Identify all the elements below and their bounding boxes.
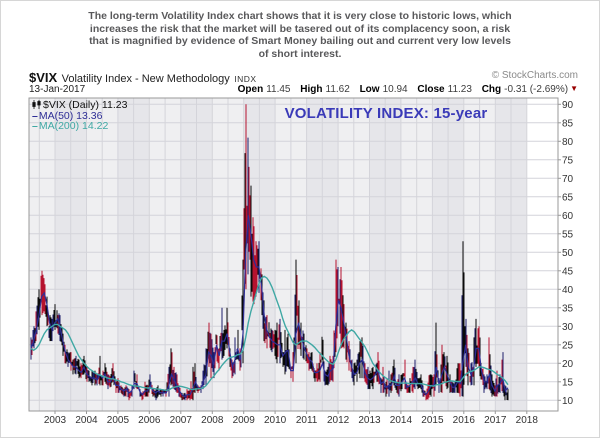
candlestick-icon (32, 99, 41, 112)
legend-ma200-label: MA(200) 14.22 (38, 120, 109, 132)
svg-text:35: 35 (562, 303, 574, 314)
svg-text:50: 50 (562, 248, 574, 259)
svg-text:2011: 2011 (296, 415, 318, 426)
svg-text:2017: 2017 (484, 415, 507, 426)
annotation-line: increases the risk that the market will … (89, 22, 511, 35)
svg-text:70: 70 (562, 174, 574, 185)
chart-legend: $VIX (Daily) 11.23 – MA(50) 13.36 – MA(2… (32, 99, 128, 132)
svg-text:45: 45 (562, 266, 574, 277)
axis-ticks (54, 103, 561, 414)
svg-text:2004: 2004 (75, 415, 98, 426)
open-value: 11.45 (266, 84, 291, 95)
svg-text:2009: 2009 (233, 415, 256, 426)
svg-text:80: 80 (562, 137, 574, 148)
legend-item-ma50: – MA(50) 13.36 (32, 109, 127, 122)
annotation-line: The long-term Volatility Index chart sho… (88, 10, 512, 22)
legend-vix-label: $VIX (Daily) 11.23 (43, 99, 128, 111)
svg-text:90: 90 (562, 100, 574, 111)
svg-text:2008: 2008 (201, 415, 224, 426)
change-value: -0.31 (-2.69%) (504, 84, 569, 95)
svg-text:2015: 2015 (421, 415, 444, 426)
change-down-triangle-icon: ▼ (570, 84, 578, 93)
svg-text:2018: 2018 (516, 415, 539, 426)
svg-text:2007: 2007 (170, 415, 193, 426)
open-label: Open (237, 84, 264, 95)
quote-date: 13-Jan-2017 (29, 84, 86, 95)
change-label: Chg (481, 84, 502, 95)
svg-text:15: 15 (562, 377, 574, 388)
copyright-watermark: © StockCharts.com (491, 70, 578, 81)
ma50-line-swatch: – (32, 109, 38, 122)
plot-border (28, 97, 559, 412)
annotation-line: of short interest. (258, 47, 342, 60)
ma50-line (30, 215, 509, 398)
svg-text:10: 10 (562, 396, 574, 407)
svg-text:2005: 2005 (107, 415, 130, 426)
close-label: Close (417, 84, 445, 95)
svg-text:2013: 2013 (358, 415, 381, 426)
svg-text:2016: 2016 (453, 415, 476, 426)
svg-text:75: 75 (562, 155, 574, 166)
svg-text:30: 30 (562, 322, 574, 333)
ma200-line-swatch: – (32, 120, 38, 132)
legend-ma50-label: MA(50) 13.36 (38, 109, 103, 122)
svg-text:2014: 2014 (390, 415, 413, 426)
svg-text:60: 60 (562, 211, 574, 222)
svg-text:20: 20 (562, 359, 574, 370)
exchange-label: INDX (234, 74, 257, 84)
svg-text:2003: 2003 (44, 415, 67, 426)
high-label: High (300, 84, 323, 95)
ticker-symbol: $VIX (29, 70, 58, 85)
quote-row: 13-Jan-2017 Open 11.45 High 11.62 Low 10.94… (29, 84, 578, 97)
close-value: 11.23 (447, 84, 472, 95)
ticker-name: Volatility Index - New Methodology (61, 73, 230, 85)
svg-text:25: 25 (562, 340, 574, 351)
x-axis-labels: 2003 2004 2005 2006 2007 2008 2009 2010 2011 2012… (44, 415, 538, 426)
y-axis-labels: 10 15 20 25 30 35 40 45 50 55 60 65 70 75 80 85 90 (562, 100, 574, 407)
high-value: 11.62 (325, 84, 350, 95)
plot-background (29, 98, 527, 411)
annotation-line: that is magnified by evidence of Smart M… (89, 35, 511, 47)
chart-title: VOLATILITY INDEX: 15-year (284, 105, 488, 122)
legend-item-vix: $VIX (Daily) 11.23 (32, 99, 128, 112)
ohlc-quote: Open 11.45 High 11.62 Low 10.94 Close 11.23 … (231, 84, 578, 95)
svg-text:40: 40 (562, 285, 574, 296)
svg-text:55: 55 (562, 229, 574, 240)
low-value: 10.94 (382, 84, 408, 95)
svg-text:2010: 2010 (264, 415, 287, 426)
chart-header: $VIX Volatility Index - New Methodology … (29, 69, 578, 85)
low-label: Low (359, 84, 380, 95)
ma200-line (30, 275, 509, 392)
svg-text:65: 65 (562, 192, 574, 203)
svg-text:85: 85 (562, 118, 574, 129)
svg-text:2006: 2006 (138, 415, 161, 426)
annotation-text: The long-term Volatility Index chart sho… (1, 10, 599, 60)
legend-item-ma200: – MA(200) 14.22 (32, 121, 127, 132)
svg-text:2012: 2012 (327, 415, 350, 426)
